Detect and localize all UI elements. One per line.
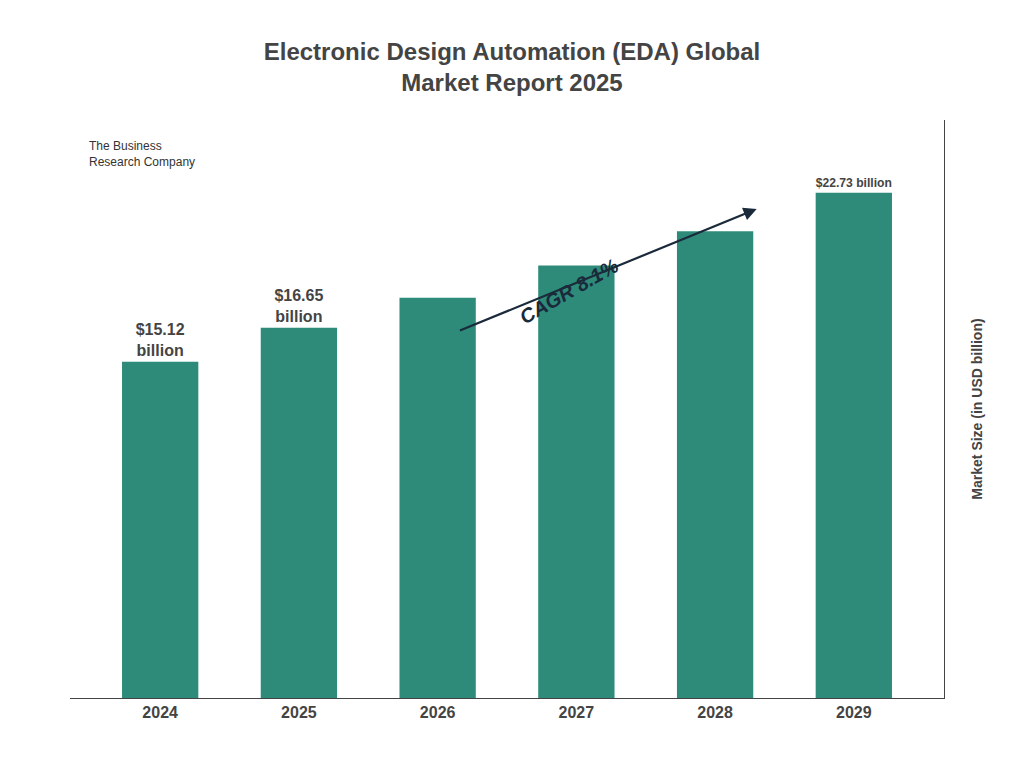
svg-text:2028: 2028 — [697, 704, 733, 721]
svg-text:Electronic Design Automation (: Electronic Design Automation (EDA) Globa… — [264, 38, 760, 96]
svg-text:2025: 2025 — [281, 704, 317, 721]
svg-text:2024: 2024 — [142, 704, 178, 721]
svg-text:2027: 2027 — [559, 704, 595, 721]
svg-text:$15.12billion: $15.12billion — [136, 321, 185, 359]
svg-text:The BusinessResearch Company: The BusinessResearch Company — [89, 139, 195, 169]
svg-text:2026: 2026 — [420, 704, 456, 721]
svg-text:CAGR 8.1%: CAGR 8.1% — [516, 254, 622, 328]
svg-text:$16.65billion: $16.65billion — [274, 287, 323, 325]
svg-text:$22.73 billion: $22.73 billion — [816, 176, 892, 190]
svg-text:Market Size (in USD billion): Market Size (in USD billion) — [969, 318, 985, 499]
svg-text:2029: 2029 — [836, 704, 872, 721]
